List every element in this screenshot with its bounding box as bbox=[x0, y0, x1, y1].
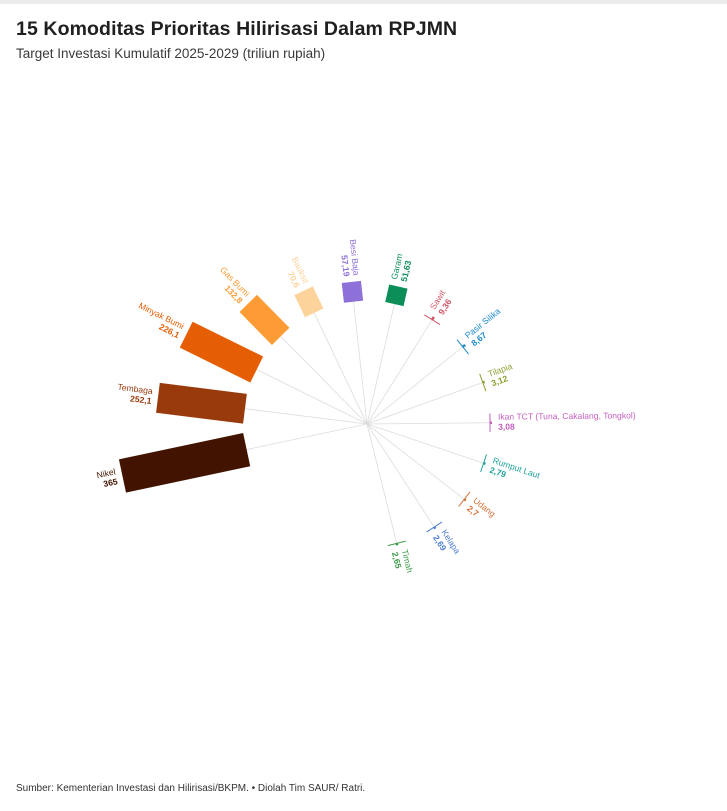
value-label-ikan-tct-tuna-cakalang-tongkol: 3,08 bbox=[498, 422, 515, 432]
bar-gas-bumi bbox=[239, 294, 290, 345]
bar-nikel bbox=[118, 432, 251, 493]
spoke-besi-baja bbox=[353, 301, 368, 425]
bar-garam bbox=[385, 284, 408, 307]
bar-minyak-bumi bbox=[179, 321, 264, 383]
chart-title: 15 Komoditas Prioritas Hilirisasi Dalam … bbox=[16, 18, 458, 40]
spoke-garam bbox=[366, 303, 395, 425]
bar-cap-sawit bbox=[424, 314, 441, 326]
spoke-tembaga bbox=[244, 408, 368, 425]
spoke-udang bbox=[366, 423, 465, 500]
bar-cap-tilapia bbox=[479, 373, 487, 392]
bar-cap-kelapa bbox=[426, 521, 443, 533]
chart-spokes bbox=[244, 301, 490, 544]
spoke-nikel bbox=[246, 423, 368, 450]
category-label-nikel: Nikel bbox=[96, 466, 117, 480]
bar-cap-udang bbox=[458, 491, 471, 507]
label-group-ikan-tct-tuna-cakalang-tongkol: Ikan TCT (Tuna, Cakalang, Tongkol)3,08 bbox=[498, 410, 636, 431]
category-label-ikan-tct-tuna-cakalang-tongkol: Ikan TCT (Tuna, Cakalang, Tongkol) bbox=[498, 410, 636, 421]
bar-cap-rumput-laut bbox=[480, 454, 488, 473]
bar-tembaga bbox=[156, 382, 247, 424]
value-label-besi-baja: 57,19 bbox=[339, 255, 351, 278]
spoke-bauksit bbox=[313, 312, 368, 425]
chart-subtitle: Target Investasi Kumulatif 2025-2029 (tr… bbox=[16, 46, 326, 61]
value-label-garam: 51,63 bbox=[399, 259, 414, 282]
spoke-minyak-bumi bbox=[256, 369, 368, 425]
category-label-besi-baja: Besi Baja bbox=[348, 239, 362, 276]
bar-cap-timah bbox=[387, 540, 406, 547]
spoke-sawit bbox=[366, 319, 433, 425]
value-label-timah: 2,65 bbox=[390, 551, 404, 570]
source-note: Sumber: Kementerian Investasi dan Hiliri… bbox=[16, 783, 366, 794]
spoke-gas-bumi bbox=[280, 336, 368, 425]
spoke-timah bbox=[366, 423, 398, 544]
spoke-rumput-laut bbox=[366, 423, 484, 464]
spoke-ikan-tct-tuna-cakalang-tongkol bbox=[366, 422, 490, 425]
bar-besi-baja bbox=[341, 280, 364, 303]
category-label-tembaga: Tembaga bbox=[117, 382, 154, 396]
bar-cap-pasir-silika bbox=[456, 339, 469, 355]
bar-kelapa bbox=[433, 526, 437, 530]
spoke-pasir-silika bbox=[366, 346, 464, 425]
spoke-tilapia bbox=[366, 382, 483, 425]
value-label-tembaga: 252,1 bbox=[129, 393, 152, 406]
bar-udang bbox=[463, 498, 467, 502]
top-strip bbox=[0, 0, 727, 4]
bar-bauksit bbox=[294, 286, 324, 318]
chart-bars bbox=[118, 280, 493, 547]
spoke-kelapa bbox=[366, 423, 435, 528]
value-label-nikel: 365 bbox=[102, 476, 118, 489]
